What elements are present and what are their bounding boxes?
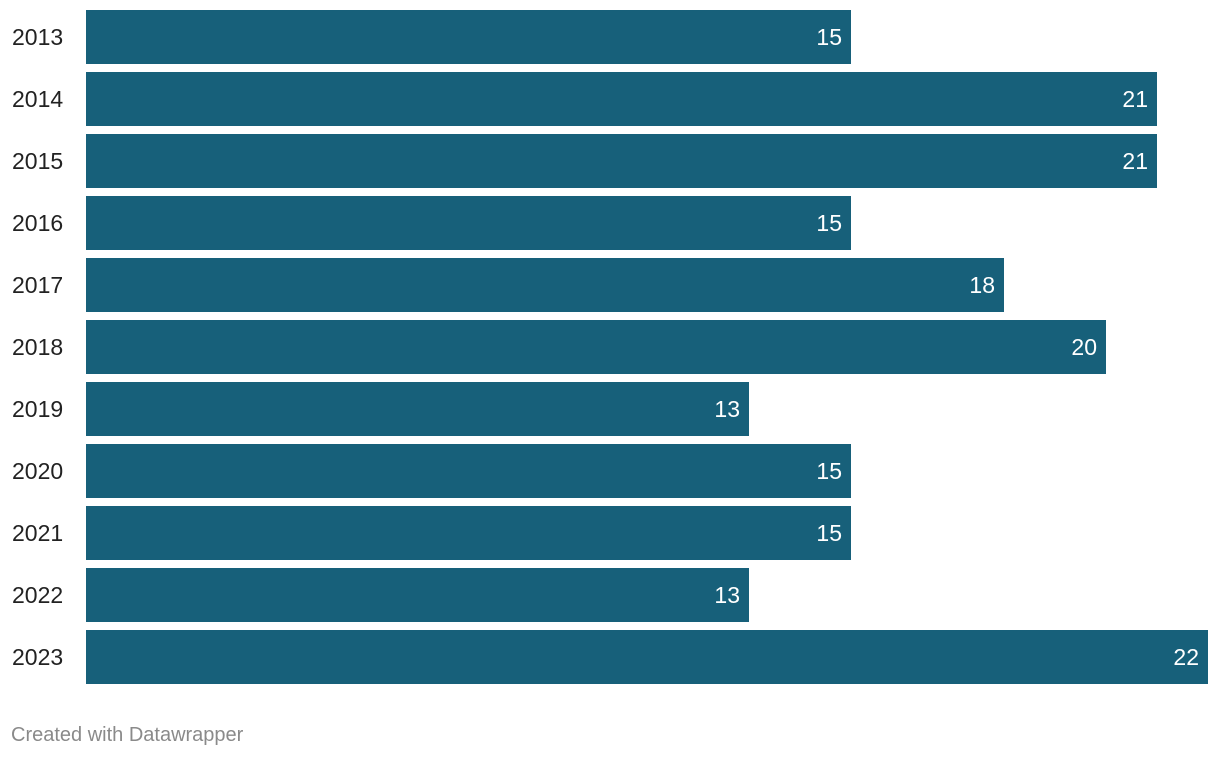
bar-row: 2016 15 bbox=[0, 196, 1220, 250]
bar: 13 bbox=[86, 382, 749, 436]
value-label: 22 bbox=[1173, 644, 1199, 670]
bar: 22 bbox=[86, 630, 1208, 684]
bar-row: 2015 21 bbox=[0, 134, 1220, 188]
value-label: 13 bbox=[714, 582, 740, 608]
category-label: 2023 bbox=[12, 644, 64, 670]
bar: 15 bbox=[86, 196, 851, 250]
value-label: 15 bbox=[816, 24, 842, 50]
value-label: 18 bbox=[969, 272, 995, 298]
category-label: 2016 bbox=[12, 210, 64, 236]
value-label: 21 bbox=[1122, 148, 1148, 174]
bar-row: 2023 22 bbox=[0, 630, 1220, 684]
category-label: 2018 bbox=[12, 334, 64, 360]
bar-row: 2019 13 bbox=[0, 382, 1220, 436]
bar-row: 2022 13 bbox=[0, 568, 1220, 622]
category-label: 2019 bbox=[12, 396, 64, 422]
value-label: 20 bbox=[1071, 334, 1097, 360]
bar-row: 2013 15 bbox=[0, 10, 1220, 64]
value-label: 15 bbox=[816, 520, 842, 546]
datawrapper-credit[interactable]: Created with Datawrapper bbox=[11, 724, 244, 746]
value-label: 21 bbox=[1122, 86, 1148, 112]
category-label: 2020 bbox=[12, 458, 64, 484]
bar-row: 2020 15 bbox=[0, 444, 1220, 498]
bar: 21 bbox=[86, 134, 1157, 188]
value-label: 13 bbox=[714, 396, 740, 422]
bar: 20 bbox=[86, 320, 1106, 374]
category-label: 2013 bbox=[12, 24, 64, 50]
bar: 18 bbox=[86, 258, 1004, 312]
value-label: 15 bbox=[816, 458, 842, 484]
category-label: 2014 bbox=[12, 86, 64, 112]
category-label: 2022 bbox=[12, 582, 64, 608]
category-label: 2017 bbox=[12, 272, 64, 298]
bar-row: 2018 20 bbox=[0, 320, 1220, 374]
bar-row: 2017 18 bbox=[0, 258, 1220, 312]
bar: 15 bbox=[86, 444, 851, 498]
bar-row: 2021 15 bbox=[0, 506, 1220, 560]
category-label: 2021 bbox=[12, 520, 64, 546]
bar-row: 2014 21 bbox=[0, 72, 1220, 126]
bar: 15 bbox=[86, 506, 851, 560]
value-label: 15 bbox=[816, 210, 842, 236]
category-label: 2015 bbox=[12, 148, 64, 174]
bar: 13 bbox=[86, 568, 749, 622]
bar-chart: 2013 15 2014 21 2015 21 2016 15 2017 18 2018 20 2019… bbox=[0, 10, 1220, 684]
bar: 15 bbox=[86, 10, 851, 64]
bar: 21 bbox=[86, 72, 1157, 126]
